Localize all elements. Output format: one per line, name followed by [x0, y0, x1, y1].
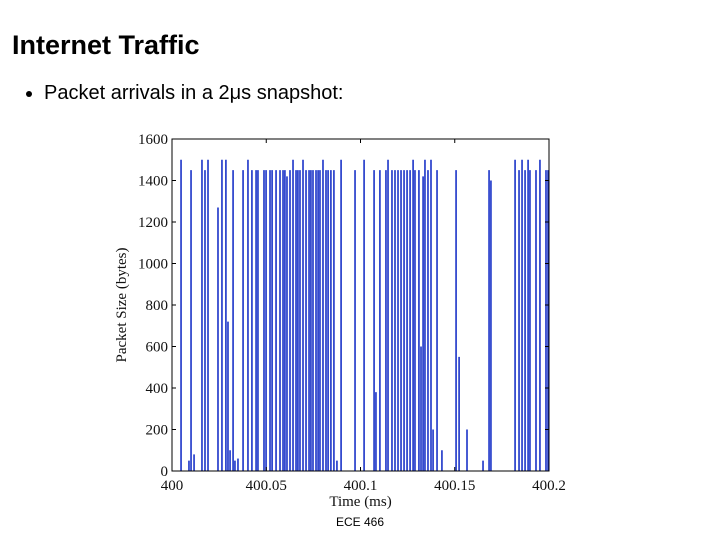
x-tick-label: 400.2: [532, 478, 566, 494]
y-tick-label: 400: [146, 381, 169, 397]
y-tick-label: 600: [146, 340, 169, 356]
y-tick-label: 1400: [138, 174, 168, 190]
x-tick-label: 400: [161, 478, 184, 494]
y-tick-label: 200: [146, 423, 169, 439]
y-tick-label: 1600: [138, 132, 168, 148]
x-tick-label: 400.1: [344, 478, 378, 494]
slide-title: Internet Traffic: [12, 30, 200, 60]
y-axis-label: Packet Size (bytes): [114, 248, 130, 363]
y-tick-label: 1000: [138, 257, 168, 273]
y-tick-label: 0: [161, 464, 169, 480]
footer: ECE 466: [335, 515, 385, 529]
x-tick-label: 400.05: [246, 478, 287, 494]
bullet: Packet arrivals in a 2μs snapshot:: [44, 82, 343, 105]
x-axis-label: Time (ms): [329, 494, 391, 510]
y-tick-label: 800: [146, 298, 169, 314]
x-tick-label: 400.15: [434, 478, 475, 494]
bullet-list: Packet arrivals in a 2μs snapshot:: [22, 82, 343, 105]
y-tick-label: 1200: [138, 215, 168, 231]
